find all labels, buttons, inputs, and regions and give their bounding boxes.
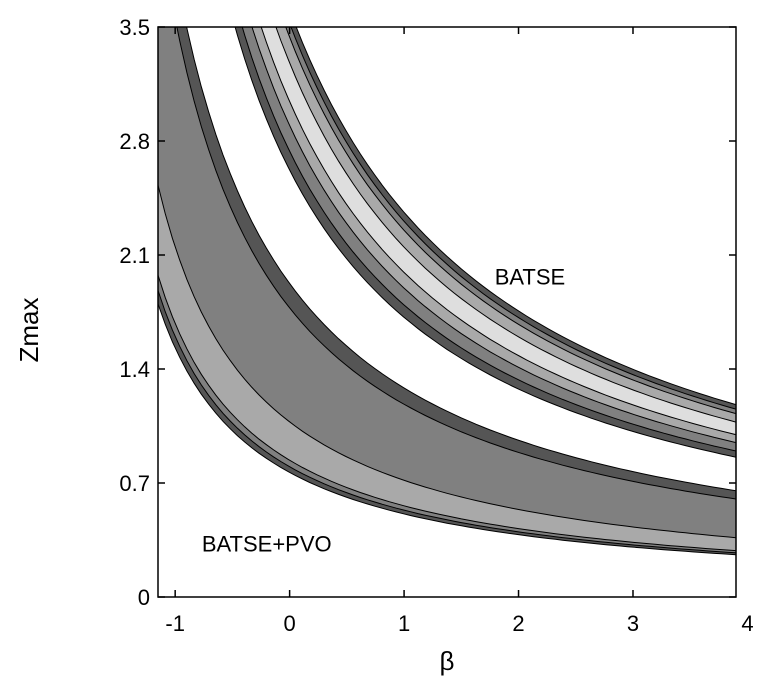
plot-frame (157, 26, 737, 598)
x-tick-label: 1 (398, 611, 410, 636)
x-tick-label: 3 (627, 611, 639, 636)
contour-band-1-level-3 (251, 27, 736, 444)
y-tick-label: 2.1 (119, 243, 150, 268)
annotations: BATSE BATSE+PVO (202, 264, 565, 556)
x-tick-label: 4 (741, 611, 753, 636)
y-axis-label: Zmax (14, 298, 44, 363)
chart-annotation: BATSE (495, 264, 566, 289)
contour-band-1-level-4 (260, 27, 736, 436)
contour-band-2-level-2 (158, 27, 736, 554)
x-tick-label: 0 (283, 611, 295, 636)
x-tick-label: 2 (512, 611, 524, 636)
contour-band-2-level-3 (158, 184, 736, 552)
y-axis-ticks: 0 0.7 1.4 2.1 2.8 3.5 (119, 15, 736, 610)
x-axis-ticks: -1 0 1 2 3 4 (165, 27, 754, 636)
x-tick-label: -1 (165, 611, 185, 636)
y-tick-label: 0 (138, 585, 150, 610)
y-tick-label: 2.8 (119, 129, 150, 154)
x-axis-label: β (440, 646, 455, 676)
chart-annotation: BATSE+PVO (202, 531, 332, 556)
y-tick-label: 1.4 (119, 357, 150, 382)
y-tick-label: 3.5 (119, 15, 150, 40)
y-tick-label: 0.7 (119, 471, 150, 496)
contour-regions (158, 27, 736, 556)
